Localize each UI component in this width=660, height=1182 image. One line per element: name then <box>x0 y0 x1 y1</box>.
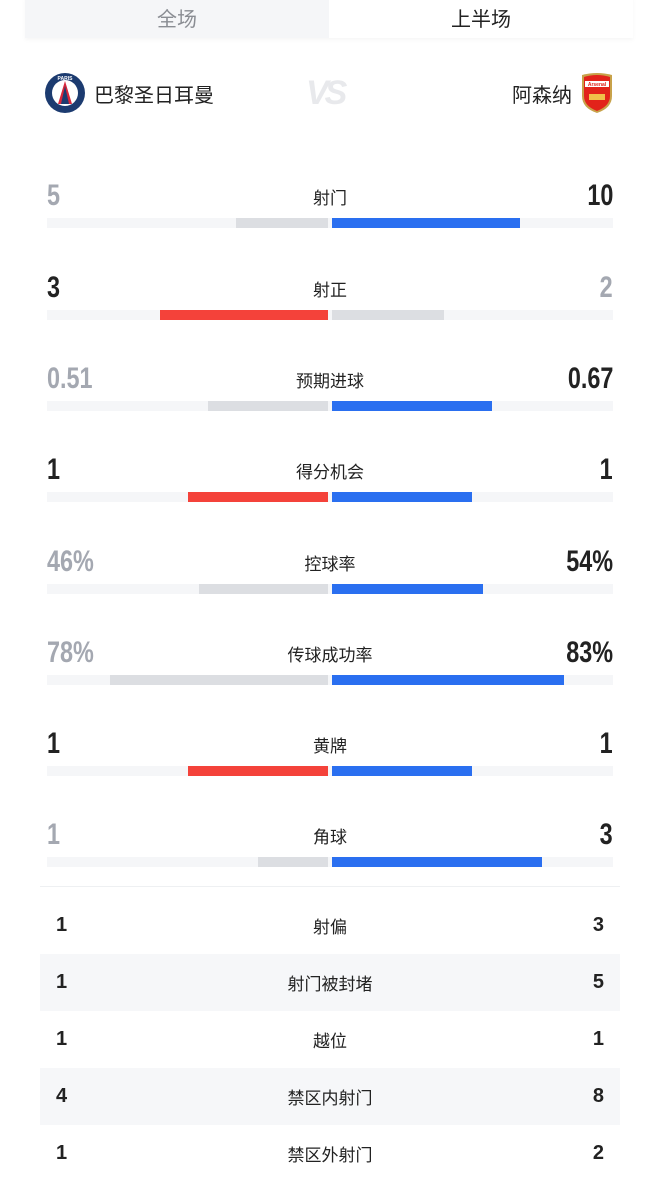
home-bar <box>160 310 328 320</box>
home-value: 78% <box>47 636 94 669</box>
home-value: 1 <box>56 1142 68 1164</box>
away-bar <box>332 584 484 594</box>
stat-row: 46% 控球率 54% <box>47 544 613 604</box>
stat-row: 0.51 预期进球 0.67 <box>47 361 613 421</box>
home-value: 1 <box>47 818 61 851</box>
away-value: 5 <box>592 971 604 993</box>
away-bar <box>332 401 492 411</box>
home-value: 0.51 <box>47 362 93 395</box>
stat-label: 禁区内射门 <box>287 1089 373 1109</box>
table-row: 1 越位 1 <box>40 1011 620 1068</box>
home-team: PARIS 巴黎圣日耳曼 <box>44 72 214 114</box>
tab-first-half[interactable]: 上半场 <box>329 0 633 38</box>
stat-label: 射偏 <box>313 918 347 938</box>
away-value: 3 <box>599 818 613 851</box>
table-row: 4 禁区内射门 8 <box>40 1068 620 1125</box>
stat-bar-track <box>47 584 613 594</box>
table-row: 1 射门被封堵 5 <box>40 954 620 1011</box>
table-row: 1 射偏 3 <box>40 897 620 954</box>
home-bar <box>199 584 328 594</box>
away-value: 54% <box>566 545 613 578</box>
svg-text:Arsenal: Arsenal <box>588 82 607 88</box>
svg-text:PARIS: PARIS <box>58 76 74 82</box>
home-value: 1 <box>56 971 68 993</box>
home-bar <box>109 675 328 685</box>
stat-bar-track <box>47 401 613 411</box>
home-value: 5 <box>47 179 61 212</box>
stat-bar-track <box>47 218 613 228</box>
stat-label: 黄牌 <box>313 737 347 757</box>
away-value: 3 <box>592 914 604 936</box>
stat-label: 控球率 <box>304 555 356 575</box>
psg-crest-icon: PARIS <box>45 73 85 113</box>
away-value: 83% <box>566 636 613 669</box>
stat-bar-track <box>47 766 613 776</box>
tab-full-match[interactable]: 全场 <box>157 6 197 31</box>
table-row: 1 禁区外射门 2 <box>40 1125 620 1182</box>
home-team-name: 巴黎圣日耳曼 <box>94 82 214 107</box>
away-team: 阿森纳 Arsenal <box>512 72 614 114</box>
stat-row: 1 黄牌 1 <box>47 726 613 786</box>
vs-logo: VS <box>306 74 347 112</box>
stat-label: 禁区外射门 <box>287 1146 373 1166</box>
away-bar <box>332 857 542 867</box>
away-bar <box>332 218 520 228</box>
away-value: 8 <box>592 1085 604 1107</box>
away-value: 2 <box>592 1142 604 1164</box>
away-value: 10 <box>586 179 613 212</box>
stat-bar-track <box>47 675 613 685</box>
home-bar <box>188 492 328 502</box>
stat-label: 射正 <box>313 281 347 301</box>
home-bar <box>235 218 328 228</box>
stat-label: 射门被封堵 <box>287 975 373 995</box>
arsenal-crest-icon: Arsenal <box>582 73 612 113</box>
away-bar <box>332 310 444 320</box>
home-value: 1 <box>56 1028 68 1050</box>
period-tabs: 全场 上半场 <box>25 0 633 38</box>
home-bar <box>258 857 328 867</box>
stat-label: 越位 <box>313 1032 347 1052</box>
away-bar <box>332 675 565 685</box>
stat-label: 得分机会 <box>296 463 364 483</box>
home-value: 4 <box>56 1085 68 1107</box>
away-value: 1 <box>592 1028 604 1050</box>
away-value: 0.67 <box>567 362 613 395</box>
stat-row: 5 射门 10 <box>47 178 613 238</box>
away-team-name: 阿森纳 <box>512 82 572 107</box>
home-bar <box>188 766 328 776</box>
stat-row: 1 得分机会 1 <box>47 452 613 512</box>
stat-row: 1 角球 3 <box>47 817 613 877</box>
away-value: 1 <box>599 453 613 486</box>
stat-label: 角球 <box>313 828 347 848</box>
home-value: 1 <box>47 453 61 486</box>
stat-bar-track <box>47 492 613 502</box>
stat-bar-track <box>47 310 613 320</box>
home-value: 1 <box>47 727 61 760</box>
stat-label: 预期进球 <box>296 372 364 392</box>
home-value: 1 <box>56 914 68 936</box>
divider <box>40 886 620 887</box>
away-value: 2 <box>599 271 613 304</box>
stat-row: 78% 传球成功率 83% <box>47 635 613 695</box>
home-bar <box>207 401 328 411</box>
away-value: 1 <box>599 727 613 760</box>
stat-bar-track <box>47 857 613 867</box>
stat-label: 射门 <box>313 189 347 209</box>
stat-row: 3 射正 2 <box>47 270 613 330</box>
away-bar <box>332 492 472 502</box>
home-value: 3 <box>47 271 61 304</box>
away-bar <box>332 766 472 776</box>
stat-label: 传球成功率 <box>287 646 373 666</box>
home-value: 46% <box>47 545 94 578</box>
